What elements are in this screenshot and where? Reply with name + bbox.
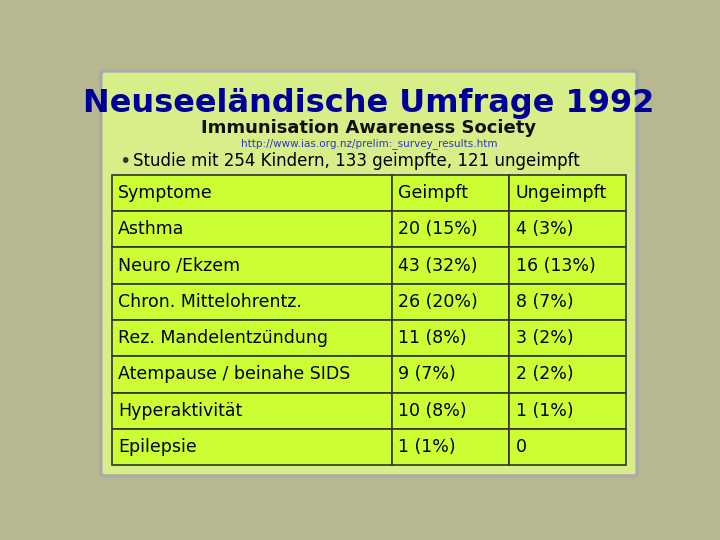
Bar (510, 211, 626, 247)
Bar (510, 429, 626, 465)
Bar (392, 320, 510, 356)
Bar (392, 284, 510, 320)
Bar (392, 175, 510, 211)
Bar (392, 211, 510, 247)
Bar (510, 320, 626, 356)
Text: 1 (1%): 1 (1%) (516, 402, 573, 420)
Text: 20 (15%): 20 (15%) (398, 220, 478, 238)
Bar (510, 175, 626, 211)
Bar (112, 429, 392, 465)
Text: 4 (3%): 4 (3%) (516, 220, 573, 238)
Text: 16 (13%): 16 (13%) (516, 256, 595, 275)
Text: 26 (20%): 26 (20%) (398, 293, 478, 311)
Text: http://www.ias.org.nz/prelim:_survey_results.htm: http://www.ias.org.nz/prelim:_survey_res… (240, 138, 498, 149)
Text: 1 (1%): 1 (1%) (398, 438, 456, 456)
Text: Studie mit 254 Kindern, 133 geimpfte, 121 ungeimpft: Studie mit 254 Kindern, 133 geimpfte, 12… (132, 152, 580, 170)
FancyBboxPatch shape (101, 71, 637, 476)
Text: Geimpft: Geimpft (398, 184, 468, 202)
Bar (112, 393, 392, 429)
Bar (112, 356, 392, 393)
Text: 11 (8%): 11 (8%) (398, 329, 467, 347)
Bar (510, 356, 626, 393)
Text: Ungeimpft: Ungeimpft (516, 184, 607, 202)
Bar (112, 247, 392, 284)
Text: 3 (2%): 3 (2%) (516, 329, 573, 347)
Text: Asthma: Asthma (118, 220, 184, 238)
Text: •: • (120, 152, 131, 171)
Text: 0: 0 (516, 438, 527, 456)
Bar (112, 175, 392, 211)
Text: Neuro /Ekzem: Neuro /Ekzem (118, 256, 240, 275)
Bar (392, 429, 510, 465)
Bar (112, 284, 392, 320)
Text: Immunisation Awareness Society: Immunisation Awareness Society (202, 119, 536, 137)
Text: Rez. Mandelentzündung: Rez. Mandelentzündung (118, 329, 328, 347)
Text: 10 (8%): 10 (8%) (398, 402, 467, 420)
Bar (112, 320, 392, 356)
Bar (510, 393, 626, 429)
Text: Symptome: Symptome (118, 184, 212, 202)
Bar (392, 247, 510, 284)
Text: Epilepsie: Epilepsie (118, 438, 197, 456)
Text: 9 (7%): 9 (7%) (398, 366, 456, 383)
Bar (510, 284, 626, 320)
Bar (112, 211, 392, 247)
Text: Hyperaktivität: Hyperaktivität (118, 402, 242, 420)
Text: 2 (2%): 2 (2%) (516, 366, 573, 383)
Text: Atempause / beinahe SIDS: Atempause / beinahe SIDS (118, 366, 350, 383)
Text: Neuseeländische Umfrage 1992: Neuseeländische Umfrage 1992 (84, 88, 654, 119)
Text: 8 (7%): 8 (7%) (516, 293, 573, 311)
Bar (510, 247, 626, 284)
Text: 43 (32%): 43 (32%) (398, 256, 478, 275)
Text: Chron. Mittelohrentz.: Chron. Mittelohrentz. (118, 293, 302, 311)
Bar (392, 393, 510, 429)
Bar (392, 356, 510, 393)
